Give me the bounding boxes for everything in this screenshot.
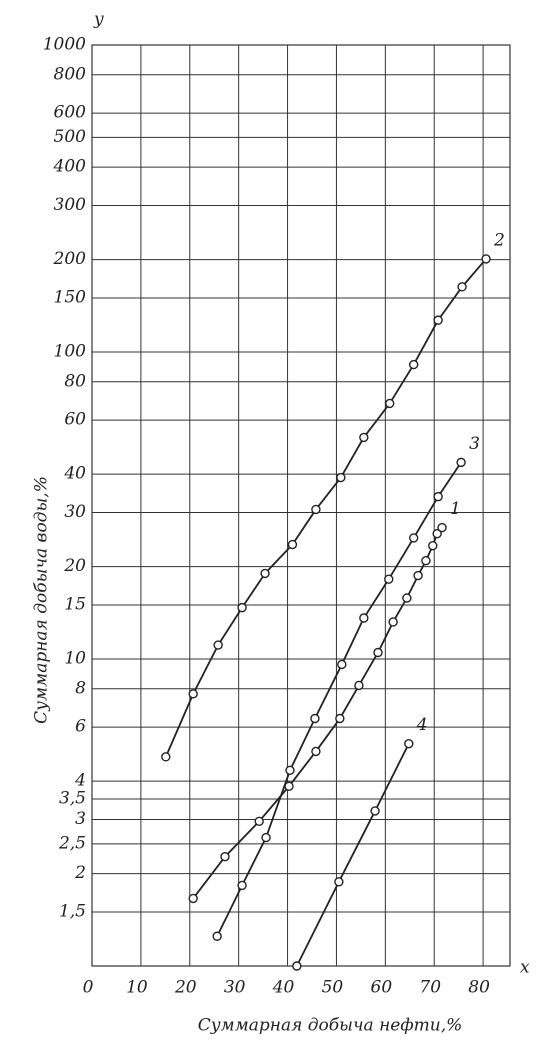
data-point xyxy=(359,613,369,623)
data-point xyxy=(433,491,443,502)
data-point xyxy=(428,540,438,551)
data-point xyxy=(188,689,198,699)
data-point xyxy=(237,602,247,613)
data-point xyxy=(212,931,222,941)
data-point xyxy=(292,961,302,971)
y-tick-label: 15 xyxy=(64,594,86,614)
x-axis-label: Суммарная добыча нефти,% xyxy=(198,1016,463,1036)
series-line xyxy=(296,743,410,967)
data-point xyxy=(402,593,412,603)
data-point xyxy=(413,570,423,581)
y-tick-label: 1,5 xyxy=(59,901,86,921)
y-axis-symbol: y xyxy=(93,10,104,30)
y-tick-label: 400 xyxy=(53,157,87,177)
x-tick-label: 60 xyxy=(371,978,393,998)
x-tick-label: 20 xyxy=(174,978,197,998)
x-tick-label: 0 xyxy=(83,978,94,998)
data-point xyxy=(408,533,419,543)
data-point xyxy=(287,539,298,550)
y-tick-label: 500 xyxy=(54,127,87,147)
data-point xyxy=(370,806,380,816)
plot-frame xyxy=(91,44,511,967)
y-tick-label: 60 xyxy=(64,410,86,430)
series-line xyxy=(164,258,487,758)
y-tick-label: 20 xyxy=(63,556,86,576)
y-tick-label: 200 xyxy=(53,249,87,269)
data-point xyxy=(220,852,230,862)
data-point xyxy=(161,752,171,762)
series-label: 2 xyxy=(493,230,505,250)
x-tick-label: 80 xyxy=(468,978,490,998)
x-tick-label: 40 xyxy=(272,978,295,998)
data-point xyxy=(254,816,264,827)
y-tick-label: 600 xyxy=(54,103,87,123)
data-point xyxy=(261,832,271,843)
x-tick-label: 10 xyxy=(126,978,148,998)
data-point xyxy=(408,359,419,370)
data-point xyxy=(388,617,398,627)
data-point xyxy=(421,556,431,566)
data-point xyxy=(335,713,345,724)
series-label: 4 xyxy=(416,715,428,735)
data-point xyxy=(260,568,270,579)
y-tick-label: 2,5 xyxy=(58,833,86,853)
y-tick-label: 1000 xyxy=(43,35,86,55)
y-tick-label: 40 xyxy=(63,464,86,484)
y-axis-label: Суммарная добыча воды,% xyxy=(32,476,52,724)
data-point xyxy=(359,432,369,443)
data-point xyxy=(404,738,414,749)
data-point xyxy=(384,574,394,584)
data-point xyxy=(188,893,198,904)
data-point xyxy=(311,746,321,757)
y-tick-label: 3,5 xyxy=(59,788,86,808)
data-point xyxy=(237,880,247,891)
data-point xyxy=(432,528,442,539)
data-point xyxy=(337,659,347,670)
data-point xyxy=(311,504,321,515)
y-tick-label: 4 xyxy=(74,771,86,791)
y-tick-label: 8 xyxy=(75,678,86,698)
data-point xyxy=(213,640,223,650)
y-tick-label: 3 xyxy=(75,809,86,829)
y-tick-label: 300 xyxy=(54,195,87,215)
y-tick-label: 2 xyxy=(74,863,86,883)
y-tick-label: 800 xyxy=(54,64,87,84)
y-tick-label: 6 xyxy=(75,717,86,737)
y-tick-label: 10 xyxy=(64,649,86,669)
y-tick-label: 30 xyxy=(64,502,86,522)
data-point xyxy=(481,254,491,264)
x-tick-label: 50 xyxy=(322,978,344,998)
series-label: 1 xyxy=(450,499,461,519)
data-point xyxy=(385,398,395,409)
data-point xyxy=(334,877,344,887)
data-point xyxy=(285,765,295,775)
series-label: 3 xyxy=(469,434,480,454)
data-point xyxy=(336,472,346,483)
data-point xyxy=(437,522,447,533)
data-point xyxy=(354,680,364,691)
data-point xyxy=(433,315,443,325)
y-tick-label: 100 xyxy=(54,342,87,362)
x-axis-symbol: x xyxy=(520,958,530,978)
x-tick-label: 30 xyxy=(224,978,246,998)
x-tick-label: 70 xyxy=(419,978,441,998)
data-point xyxy=(456,457,466,468)
y-tick-label: 150 xyxy=(54,287,87,307)
data-point xyxy=(457,282,467,292)
data-point xyxy=(373,647,383,658)
y-tick-label: 80 xyxy=(64,371,86,391)
series-line xyxy=(216,461,462,937)
data-point xyxy=(310,713,320,724)
